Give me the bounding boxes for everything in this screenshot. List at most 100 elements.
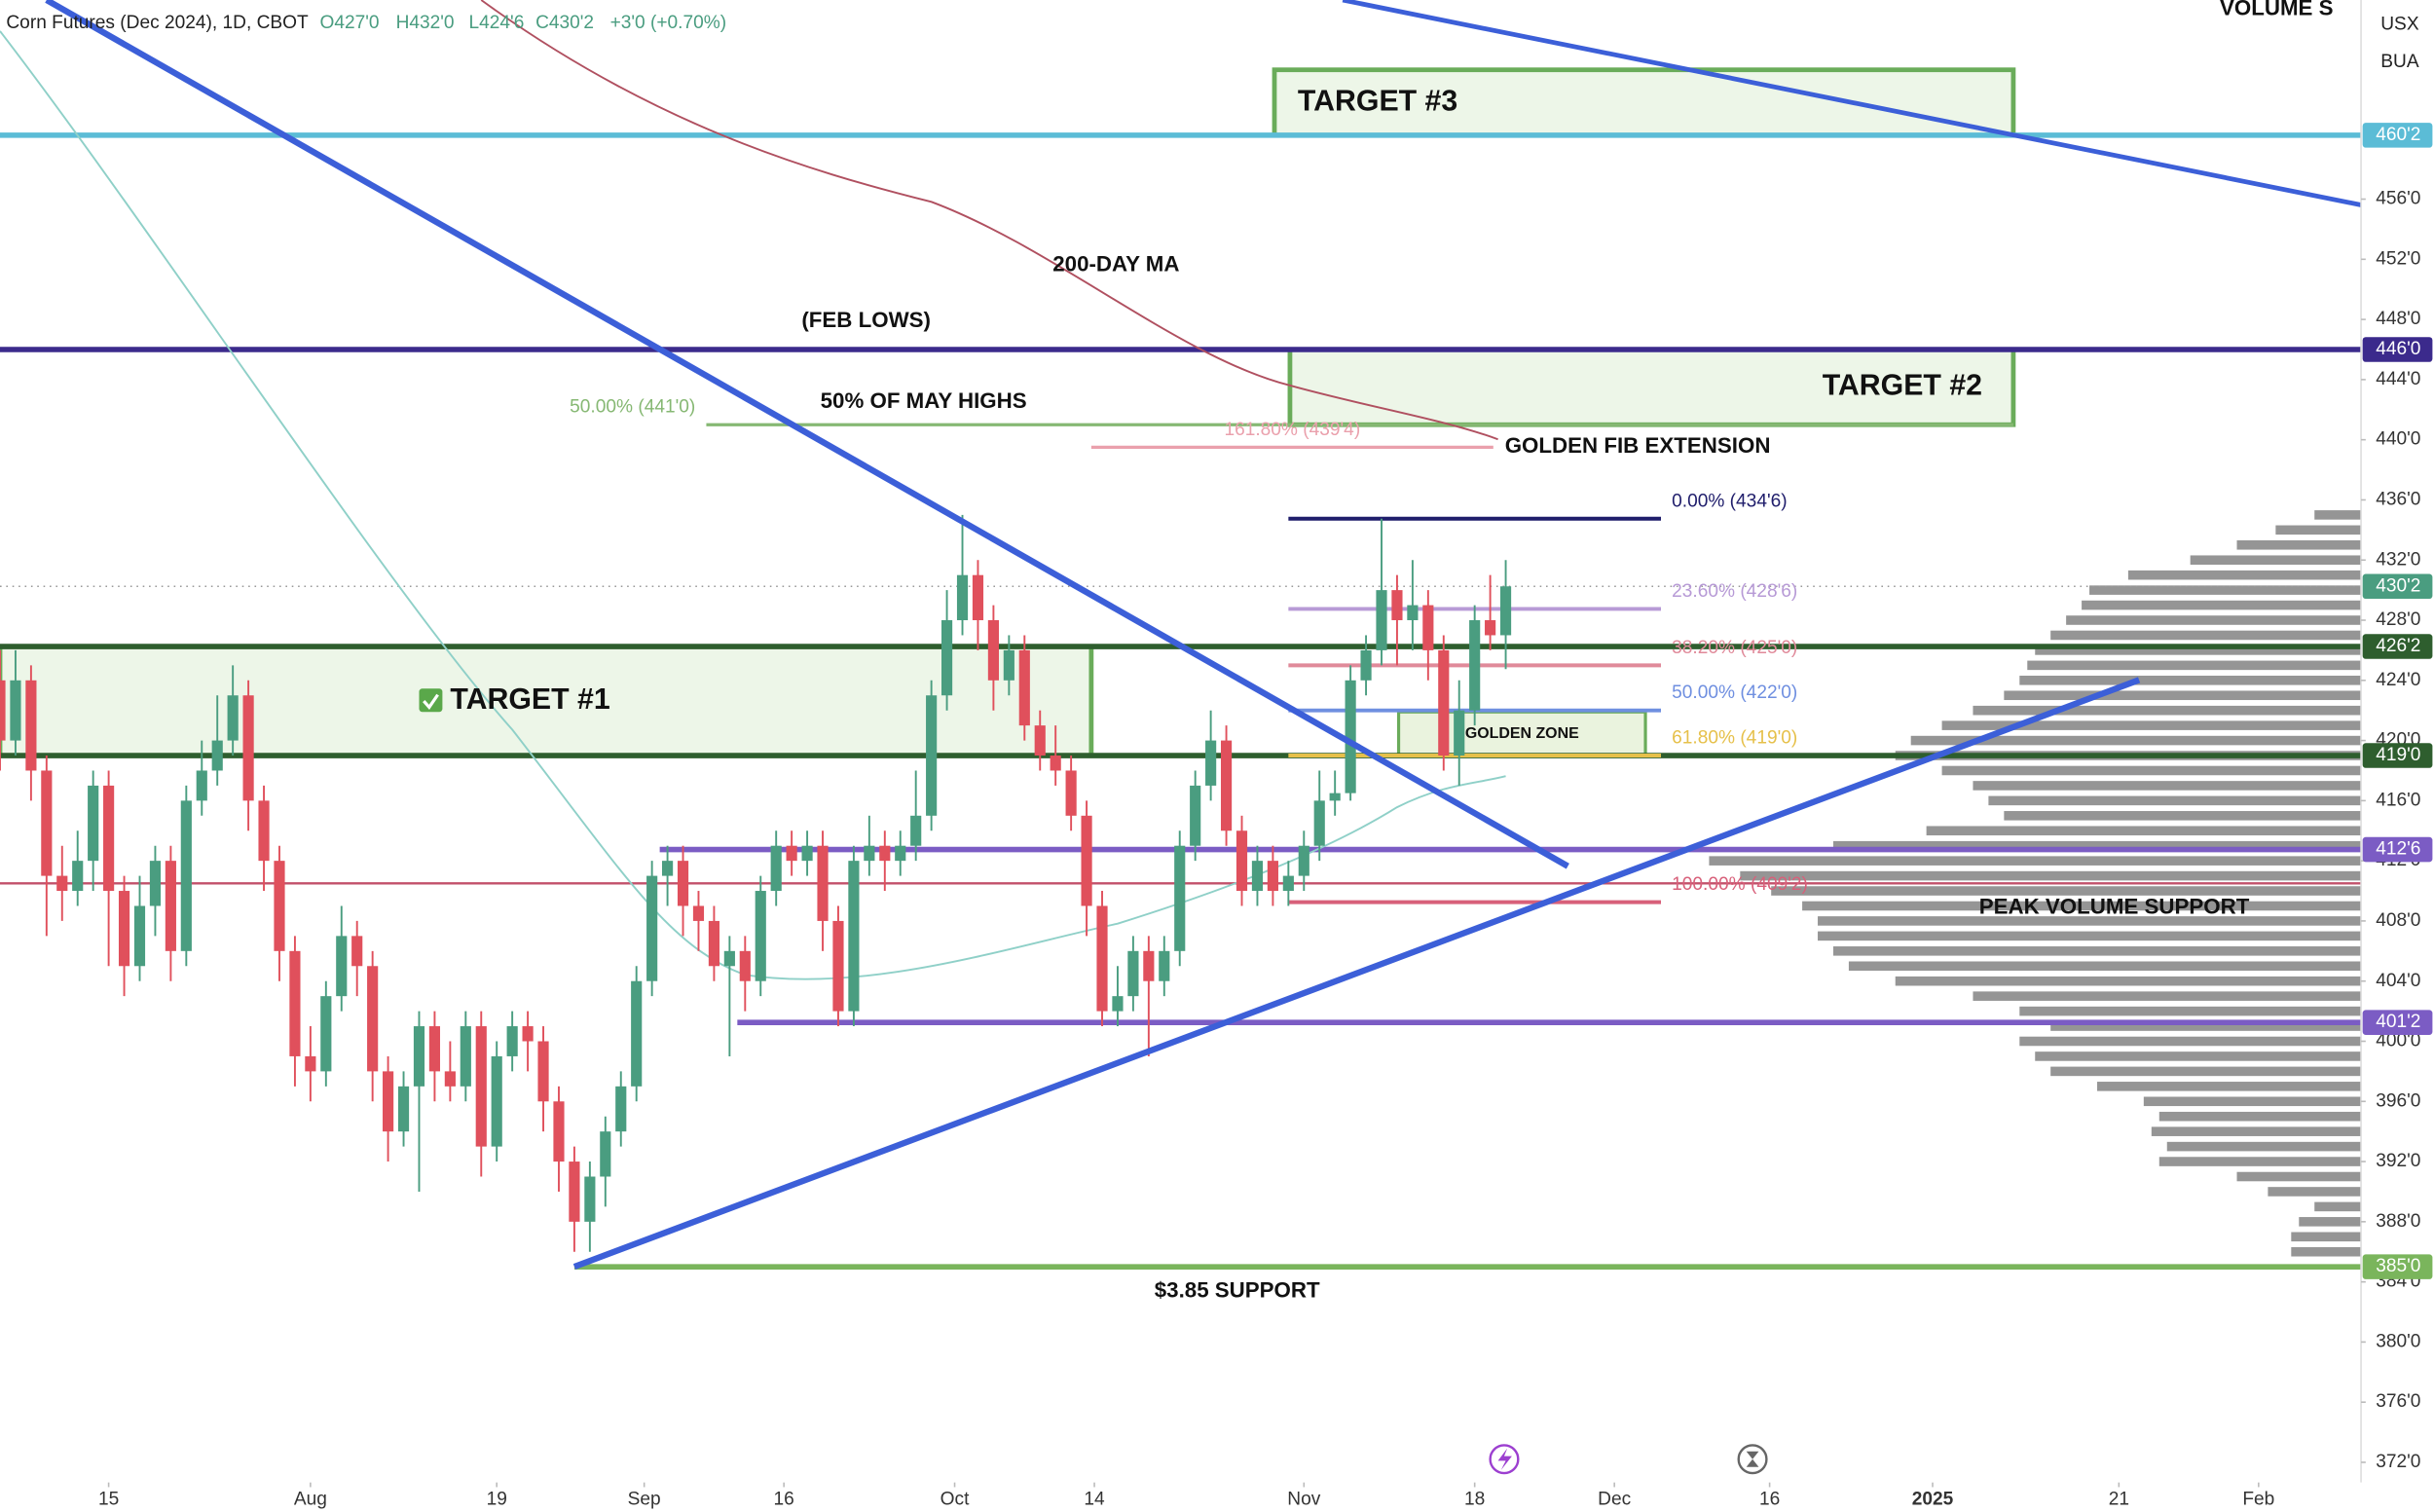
volume-bar [2151, 1126, 2362, 1136]
candle-body [56, 875, 68, 892]
volume-bar [2050, 1066, 2362, 1077]
candle-body [1345, 680, 1356, 793]
volume-bar [2314, 1201, 2362, 1212]
candle-body [615, 1086, 627, 1132]
level-label: 430'2 [2376, 575, 2420, 596]
volume-bar [2158, 1157, 2362, 1166]
trend-line [572, 677, 2141, 1271]
level-label: 460'2 [2376, 125, 2420, 145]
volume-bar [2089, 585, 2362, 595]
candle-body [1220, 740, 1233, 831]
candle-body [1360, 649, 1372, 681]
volume-bar [2268, 1187, 2362, 1197]
fib-label: 50.00% (441'0) [570, 397, 695, 418]
volume-bar [1988, 795, 2362, 806]
candle-body [196, 770, 207, 801]
price-axis: 456'0 452'0 448'0 444'0 440'0 436'0 432'0 428'0… [2361, 123, 2433, 1472]
panel-title: VOLUME S [2220, 0, 2334, 19]
icon [1489, 1444, 1520, 1475]
candles [0, 514, 1512, 1252]
candle-body [677, 861, 689, 906]
volume-bar [2004, 811, 2362, 821]
open: O427'0 [319, 13, 379, 33]
check-mark [423, 693, 439, 711]
annotation: GOLDEN FIB EXTENSION [1505, 433, 1771, 458]
y-tick-label: 416'0 [2376, 790, 2420, 810]
volume-bar [1973, 991, 2362, 1001]
y-tick-label: 372'0 [2376, 1452, 2420, 1472]
y-tick-label: 440'0 [2376, 429, 2420, 450]
candle-body [133, 905, 146, 967]
annotation: $3.85 SUPPORT [1155, 1277, 1320, 1302]
zone-label: TARGET #3 [1298, 85, 1457, 117]
candle-body [227, 695, 239, 741]
candle-body [1251, 861, 1264, 892]
candle-body [1422, 605, 1434, 650]
candle-body [1096, 905, 1108, 1012]
candle-body [460, 1026, 471, 1087]
candle-body [786, 845, 797, 862]
volume-bar [2027, 660, 2362, 671]
candle-body [1127, 950, 1139, 997]
candle-body [118, 891, 130, 967]
y-tick-label: 444'0 [2376, 369, 2420, 389]
candle-body [1267, 861, 1278, 892]
x-tick-label: 14 [1084, 1489, 1105, 1509]
candle-body [88, 785, 99, 862]
candle-body [413, 1026, 425, 1087]
candle-body [258, 800, 270, 862]
candle-body [1159, 950, 1170, 981]
unit: BUA [2380, 52, 2419, 72]
candle-body [910, 815, 922, 846]
volume-bar [1832, 840, 2362, 851]
volume-bar [1941, 765, 2362, 776]
volume-bar [2050, 1021, 2362, 1031]
y-tick-label: 400'0 [2376, 1031, 2420, 1051]
moving-average-200 [480, 0, 1498, 441]
volume-bar [2097, 1082, 2362, 1091]
x-tick-label: Sep [628, 1489, 661, 1509]
level-badge [2362, 836, 2433, 863]
candle-body [1003, 649, 1014, 681]
candle-body [755, 891, 766, 981]
candle-body [336, 936, 348, 997]
level-label: 385'0 [2376, 1256, 2420, 1276]
x-tick-label: Aug [294, 1489, 327, 1509]
candle-body [180, 800, 192, 951]
volume-bar [2236, 1171, 2362, 1182]
volume-bar [2143, 1096, 2362, 1107]
candle-body [1407, 605, 1419, 621]
x-tick-label: 2025 [1912, 1489, 1954, 1509]
low: L424'6 [469, 13, 525, 33]
volume-bar [2291, 1232, 2362, 1242]
candle-body [662, 861, 674, 876]
zone-label: TARGET #2 [1823, 370, 1982, 402]
candle-body [1034, 725, 1046, 756]
change: +3'0 (+0.70%) [610, 13, 727, 33]
candle-body [444, 1071, 456, 1087]
trend-line [1342, 0, 2362, 207]
close: C430'2 [535, 13, 594, 33]
level-badge [2362, 337, 2433, 362]
annotation: PEAK VOLUME SUPPORT [1979, 895, 2250, 919]
target-zone [0, 644, 1094, 758]
candle-body [708, 920, 719, 967]
volume-bar [1941, 720, 2362, 730]
level-badge [2362, 634, 2433, 659]
candle-body [631, 980, 643, 1087]
volume-bar [2050, 630, 2362, 641]
candle-body [1018, 649, 1030, 726]
candle-body [553, 1101, 565, 1162]
volume-bar [1973, 781, 2362, 791]
x-tick-label: 16 [1759, 1489, 1780, 1509]
candle-body [972, 574, 984, 621]
volume-bar [1926, 826, 2362, 836]
candle-body [692, 905, 705, 921]
candle-body [397, 1086, 410, 1132]
candle-body [1112, 996, 1124, 1012]
annotation: (FEB LOWS) [801, 308, 931, 332]
volume-bar [2082, 600, 2362, 610]
candle-body [879, 845, 891, 862]
candle-body [165, 861, 176, 951]
candle-body [600, 1131, 611, 1177]
